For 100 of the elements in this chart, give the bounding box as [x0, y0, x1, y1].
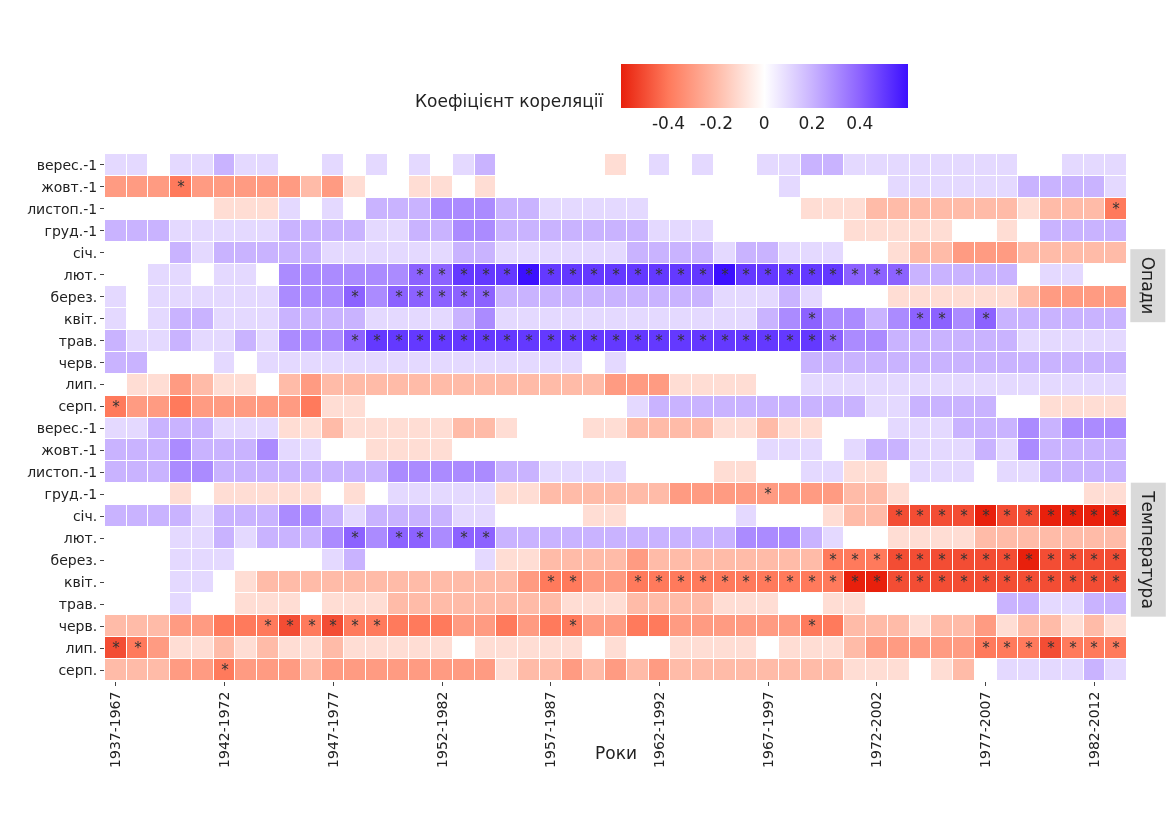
- data-label: *: [742, 266, 751, 285]
- data-label: *: [873, 551, 882, 570]
- data-label: *: [460, 332, 469, 351]
- data-label: *: [1112, 507, 1121, 526]
- y-tick-label: листоп.-1: [27, 464, 98, 481]
- x-tick-label: 1942-1972: [216, 691, 233, 768]
- data-label: *: [221, 661, 230, 680]
- data-label: *: [829, 573, 838, 592]
- data-label: *: [547, 266, 556, 285]
- data-label: *: [742, 332, 751, 351]
- data-label: *: [960, 507, 969, 526]
- data-label: *: [1047, 573, 1056, 592]
- color-bar-label: 0.4: [846, 112, 874, 133]
- data-label: *: [547, 573, 556, 592]
- data-label: *: [351, 332, 360, 351]
- data-label: *: [112, 398, 121, 417]
- x-axis-title: Роки: [595, 743, 637, 764]
- y-tick-label: квіт.: [64, 574, 98, 591]
- data-label: *: [1025, 639, 1034, 658]
- data-label: *: [764, 332, 773, 351]
- data-label: *: [1003, 507, 1012, 526]
- data-label: *: [438, 288, 447, 307]
- x-tick-label: 1957-1987: [542, 691, 559, 768]
- data-label: *: [1069, 573, 1078, 592]
- data-label: *: [895, 551, 904, 570]
- data-label: *: [482, 288, 491, 307]
- data-label: *: [395, 288, 404, 307]
- data-label: *: [482, 332, 491, 351]
- data-label: *: [1047, 507, 1056, 526]
- data-label: *: [1112, 200, 1121, 219]
- data-label: *: [569, 617, 578, 636]
- data-label: *: [916, 507, 925, 526]
- y-tick-label: груд.-1: [44, 486, 98, 503]
- data-label: *: [655, 266, 664, 285]
- data-label: *: [982, 551, 991, 570]
- data-label: *: [786, 332, 795, 351]
- data-label: *: [655, 573, 664, 592]
- data-label: *: [916, 551, 925, 570]
- data-label: *: [677, 573, 686, 592]
- data-label: *: [1025, 551, 1034, 570]
- x-tick-label: 1977-2007: [977, 691, 994, 768]
- color-bar-label: -0.4: [651, 112, 686, 133]
- data-label: *: [808, 617, 817, 636]
- color-bar-title: Коефіцієнт кореляції: [415, 91, 604, 111]
- data-label: *: [916, 573, 925, 592]
- data-label: *: [612, 266, 621, 285]
- y-tick-label: листоп.-1: [27, 200, 98, 217]
- y-tick-label: верес.-1: [36, 420, 98, 437]
- x-tick-label: 1947-1977: [324, 691, 341, 768]
- color-bar-label: 0: [758, 112, 770, 133]
- y-tick-label: лют.: [63, 266, 98, 283]
- data-label: *: [569, 573, 578, 592]
- data-label: *: [808, 332, 817, 351]
- color-bar-label: -0.2: [699, 112, 733, 133]
- y-tick-label: квіт.: [64, 310, 98, 327]
- data-label: *: [764, 266, 773, 285]
- data-label: *: [460, 266, 469, 285]
- data-label: *: [590, 266, 599, 285]
- y-tick-label: берез.: [50, 288, 98, 305]
- data-label: *: [308, 617, 317, 636]
- data-label: *: [547, 332, 556, 351]
- data-label: *: [1069, 639, 1078, 658]
- data-label: *: [808, 573, 817, 592]
- data-label: *: [786, 266, 795, 285]
- data-label: *: [1090, 639, 1099, 658]
- data-label: *: [786, 573, 795, 592]
- data-label: *: [1069, 507, 1078, 526]
- data-label: *: [895, 266, 904, 285]
- y-tick-label: лип.: [65, 639, 98, 656]
- data-label: *: [1047, 639, 1056, 658]
- data-label: *: [634, 266, 643, 285]
- data-label: *: [721, 332, 730, 351]
- data-label: *: [351, 617, 360, 636]
- data-label: *: [525, 332, 534, 351]
- y-tick-label: жовт.-1: [41, 178, 98, 195]
- y-tick-label: серп.: [58, 661, 98, 678]
- data-label: *: [612, 332, 621, 351]
- data-label: *: [438, 332, 447, 351]
- data-label: *: [721, 266, 730, 285]
- data-label: *: [938, 573, 947, 592]
- data-label: *: [938, 551, 947, 570]
- text: Опади: [1137, 256, 1158, 315]
- data-label: *: [851, 551, 860, 570]
- color-bar-label: 0.2: [798, 112, 826, 133]
- data-label: *: [416, 288, 425, 307]
- data-label: *: [395, 332, 404, 351]
- data-label: *: [590, 332, 599, 351]
- data-label: *: [808, 310, 817, 329]
- data-label: *: [416, 266, 425, 285]
- data-label: *: [177, 178, 186, 197]
- data-label: *: [829, 332, 838, 351]
- data-label: *: [1090, 551, 1099, 570]
- data-label: *: [460, 529, 469, 548]
- y-tick-label: трав.: [58, 596, 98, 613]
- y-tick-label: верес.-1: [36, 156, 98, 173]
- data-label: *: [938, 310, 947, 329]
- data-label: *: [916, 310, 925, 329]
- data-label: *: [721, 573, 730, 592]
- data-label: *: [329, 617, 338, 636]
- x-tick-label: 1982-2012: [1085, 691, 1102, 768]
